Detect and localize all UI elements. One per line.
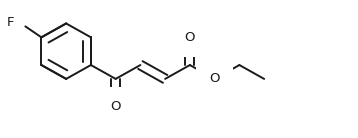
Text: O: O: [209, 72, 220, 85]
Text: O: O: [110, 100, 121, 113]
Text: O: O: [185, 31, 195, 44]
Text: F: F: [7, 16, 15, 29]
